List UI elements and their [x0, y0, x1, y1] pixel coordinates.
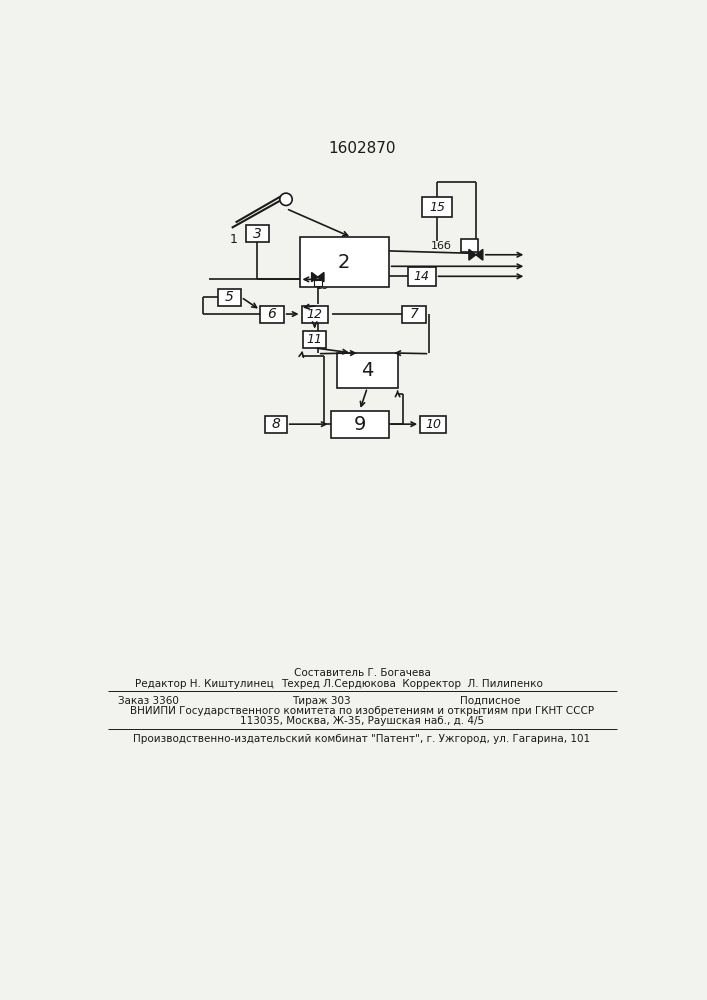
Bar [246, 225, 269, 242]
Bar [337, 353, 397, 388]
Polygon shape [476, 249, 483, 260]
Polygon shape [317, 272, 324, 282]
Text: Подписное: Подписное [460, 696, 521, 706]
Bar [314, 280, 322, 286]
Bar [331, 411, 389, 438]
Text: Техред Л.Сердюкова  Корректор  Л. Пилипенко: Техред Л.Сердюкова Корректор Л. Пилипенк… [281, 679, 542, 689]
Text: 13: 13 [316, 281, 329, 291]
Text: 4: 4 [361, 361, 373, 380]
Text: 16б: 16б [431, 241, 452, 251]
Polygon shape [312, 272, 317, 282]
Text: 7: 7 [409, 307, 419, 321]
Text: 11: 11 [307, 333, 322, 346]
Text: 9: 9 [354, 415, 366, 434]
Bar [260, 306, 284, 323]
Bar [303, 331, 327, 348]
Polygon shape [469, 249, 476, 260]
Bar [301, 306, 328, 323]
Bar [300, 237, 389, 287]
Text: Заказ 3360: Заказ 3360 [118, 696, 179, 706]
Circle shape [280, 193, 292, 205]
Text: Редактор Н. Киштулинец: Редактор Н. Киштулинец [135, 679, 274, 689]
Text: 113035, Москва, Ж-35, Раушская наб., д. 4/5: 113035, Москва, Ж-35, Раушская наб., д. … [240, 716, 484, 726]
Text: 5: 5 [225, 290, 234, 304]
Bar [218, 289, 241, 306]
Text: 14: 14 [414, 270, 430, 283]
Bar [408, 267, 436, 286]
Text: 2: 2 [338, 253, 350, 272]
Text: 12: 12 [307, 308, 322, 321]
Text: ВНИИПИ Государственного комитета по изобретениям и открытиям при ГКНТ СССР: ВНИИПИ Государственного комитета по изоб… [130, 706, 594, 716]
Text: Производственно-издательский комбинат "Патент", г. Ужгород, ул. Гагарина, 101: Производственно-издательский комбинат "П… [134, 734, 590, 744]
Bar [420, 416, 446, 433]
Text: 10: 10 [425, 418, 441, 431]
Text: 8: 8 [271, 417, 281, 431]
Text: Составитель Г. Богачева: Составитель Г. Богачева [293, 668, 431, 678]
Text: 6: 6 [268, 307, 276, 321]
Text: 1602870: 1602870 [328, 141, 396, 156]
Bar [461, 239, 478, 252]
Bar [402, 306, 426, 323]
Text: Тираж 303: Тираж 303 [291, 696, 350, 706]
Text: 3: 3 [253, 227, 262, 241]
Text: 15: 15 [429, 201, 445, 214]
Bar [265, 416, 287, 433]
Text: 1: 1 [230, 233, 238, 246]
Bar [422, 197, 452, 217]
